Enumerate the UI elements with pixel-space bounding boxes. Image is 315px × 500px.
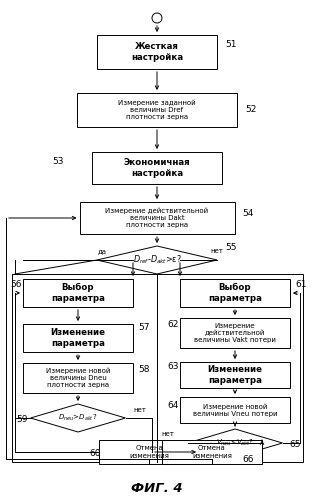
Bar: [162, 440, 262, 464]
Text: Отмена
изменения: Отмена изменения: [129, 446, 169, 458]
Bar: [77, 93, 237, 127]
Circle shape: [152, 13, 162, 23]
Text: нет: нет: [161, 431, 174, 437]
Text: Выбор
параметра: Выбор параметра: [51, 284, 105, 302]
Bar: [97, 35, 217, 69]
Text: Выбор
параметра: Выбор параметра: [208, 284, 262, 302]
Text: 59: 59: [16, 415, 27, 424]
Text: Измерение заданной
величины Dref
плотности зерна: Измерение заданной величины Dref плотнос…: [118, 100, 196, 120]
Text: 62: 62: [167, 320, 178, 329]
Text: Экономичная
настройка: Экономичная настройка: [124, 158, 190, 178]
Text: 51: 51: [225, 40, 237, 49]
Bar: [99, 440, 199, 464]
Bar: [180, 397, 290, 423]
Polygon shape: [31, 404, 125, 432]
Text: 56: 56: [10, 280, 21, 289]
Text: ФИГ. 4: ФИГ. 4: [131, 482, 183, 494]
Text: Изменение
параметра: Изменение параметра: [208, 366, 262, 384]
Text: Измерение
действительной
величины Vakt потери: Измерение действительной величины Vakt п…: [194, 322, 276, 344]
Text: нет: нет: [134, 407, 146, 413]
Bar: [180, 279, 290, 307]
Text: Жесткая
настройка: Жесткая настройка: [131, 42, 183, 62]
Text: 57: 57: [138, 323, 150, 332]
Text: 66: 66: [242, 455, 254, 464]
Text: 64: 64: [167, 401, 178, 410]
Bar: [23, 324, 133, 352]
Text: 58: 58: [138, 365, 150, 374]
Text: 53: 53: [52, 157, 64, 166]
Text: 63: 63: [167, 362, 179, 371]
Text: 54: 54: [242, 209, 253, 218]
Text: 52: 52: [245, 105, 256, 114]
Bar: [180, 362, 290, 388]
Bar: [180, 318, 290, 348]
Text: 61: 61: [295, 280, 306, 289]
Bar: [92, 152, 222, 184]
Text: $D_{ref}$-$D_{akt}$>ε?: $D_{ref}$-$D_{akt}$>ε?: [133, 254, 181, 266]
Bar: [23, 279, 133, 307]
Text: Измерение действительной
величины Dakt
плотности зерна: Измерение действительной величины Dakt п…: [106, 208, 209, 228]
Text: Измерение новой
величины Vneu потери: Измерение новой величины Vneu потери: [193, 403, 277, 417]
Polygon shape: [187, 429, 283, 457]
Text: Изменение
параметра: Изменение параметра: [50, 328, 106, 347]
Text: да: да: [98, 248, 106, 254]
Text: 65: 65: [289, 440, 301, 449]
Text: нет: нет: [210, 248, 223, 254]
Text: $D_{neu}$>$D_{akt}$?: $D_{neu}$>$D_{akt}$?: [58, 413, 98, 423]
Text: 60: 60: [89, 449, 100, 458]
Text: Отмена
изменения: Отмена изменения: [192, 446, 232, 458]
Bar: [23, 363, 133, 393]
Text: 55: 55: [225, 243, 237, 252]
Bar: [12, 274, 303, 462]
Polygon shape: [97, 246, 217, 274]
Bar: [79, 202, 234, 234]
Text: Измерение новой
величины Dneu
плотности зерна: Измерение новой величины Dneu плотности …: [46, 368, 110, 388]
Text: $V_{neu}$<$V_{akt}$?: $V_{neu}$<$V_{akt}$?: [216, 438, 254, 448]
